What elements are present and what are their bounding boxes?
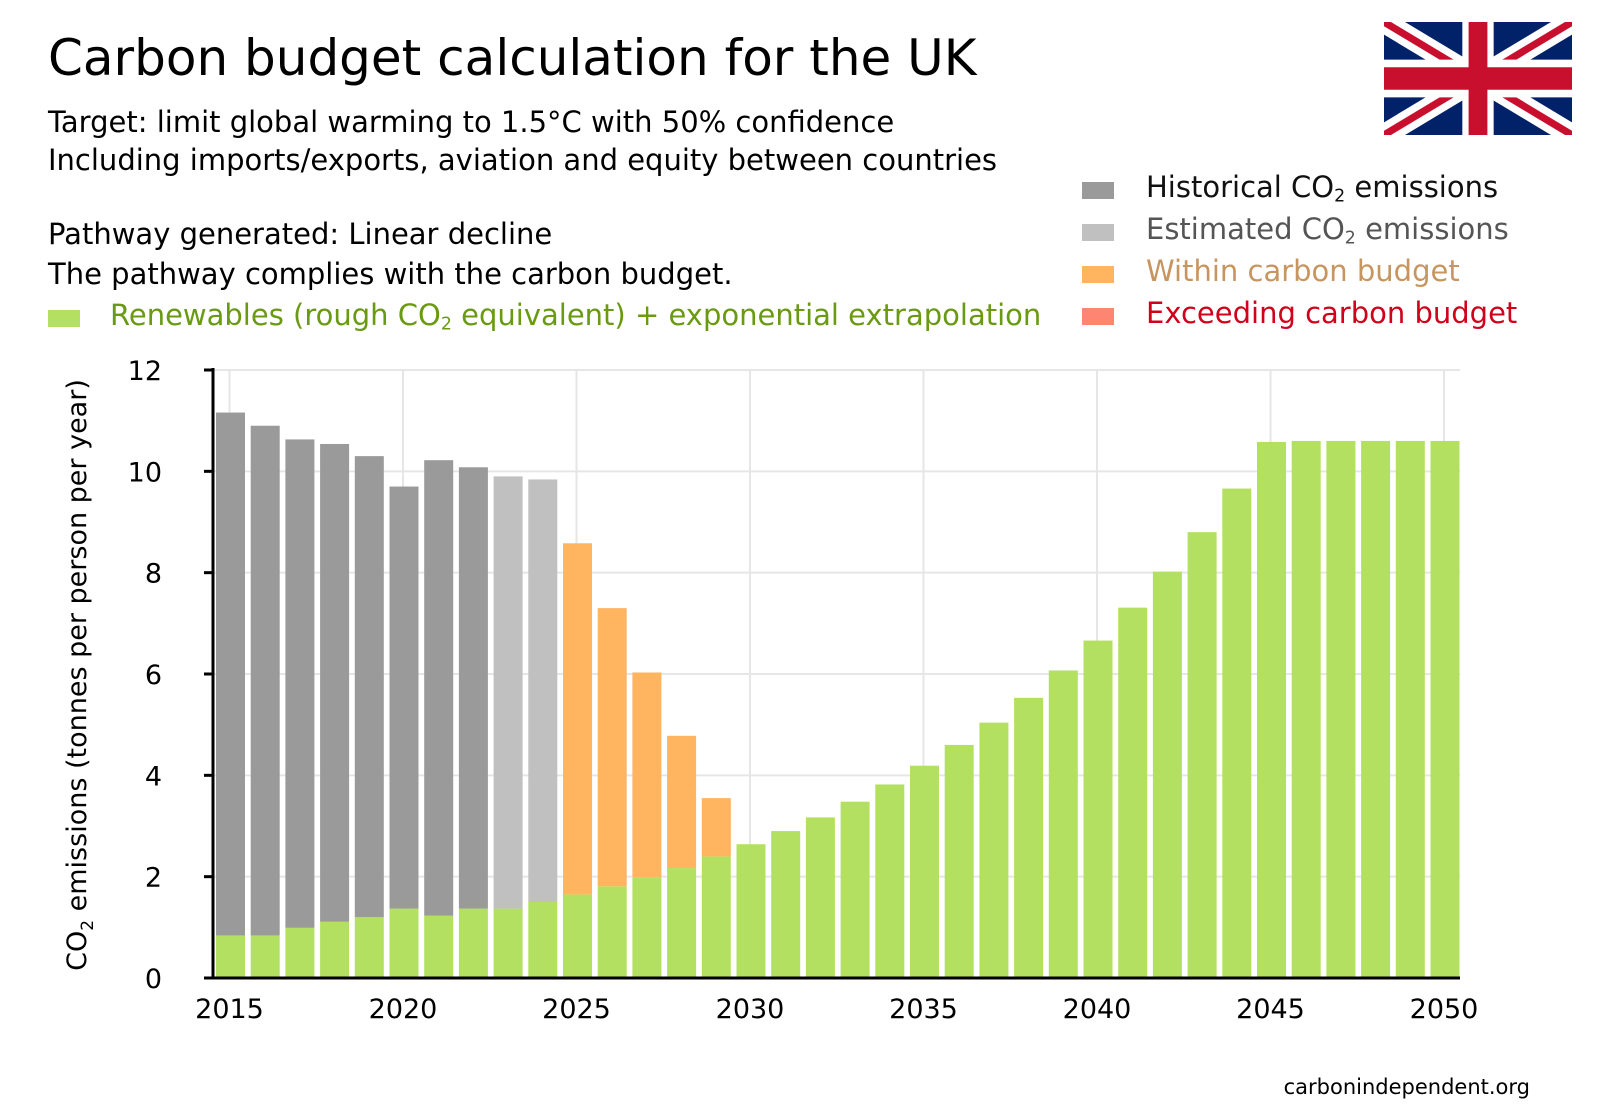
legend-label-exceeding: Exceeding carbon budget <box>1146 296 1518 330</box>
bar-within-2026 <box>597 608 627 887</box>
bar-renewables-2023 <box>493 908 523 978</box>
bar-renewables-2046 <box>1291 440 1321 978</box>
bar-historical-2017 <box>285 439 315 928</box>
legend-label-estimated: Estimated CO2 emissions <box>1146 212 1509 249</box>
bar-renewables-2033 <box>840 801 870 978</box>
pathway-type: Pathway generated: Linear decline <box>48 217 553 251</box>
x-tick-label-2020: 2020 <box>369 994 438 1025</box>
bar-renewables-2032 <box>805 817 835 978</box>
x-tick-label-2050: 2050 <box>1410 994 1479 1025</box>
legend-swatch-exceeding <box>1082 308 1114 325</box>
legend-swatch-historical <box>1082 182 1114 199</box>
bar-renewables-2044 <box>1222 488 1252 978</box>
bar-renewables-2048 <box>1361 440 1391 978</box>
bar-within-2027 <box>632 672 662 878</box>
source-credit: carbonindependent.org <box>1283 1075 1530 1099</box>
bar-renewables-2029 <box>701 856 731 978</box>
bar-renewables-2037 <box>979 722 1009 978</box>
bar-renewables-2028 <box>667 868 697 978</box>
bar-historical-2021 <box>424 460 454 916</box>
bar-renewables-2049 <box>1395 440 1425 978</box>
bar-renewables-2020 <box>389 908 419 978</box>
y-tick-label-6: 6 <box>145 660 162 691</box>
y-tick-label-10: 10 <box>128 457 162 488</box>
bar-renewables-2019 <box>354 917 384 978</box>
bar-renewables-2024 <box>528 902 558 978</box>
bar-renewables-2027 <box>632 877 662 978</box>
legend-swatch-within <box>1082 266 1114 283</box>
bar-renewables-2022 <box>458 908 488 978</box>
uk-flag-icon <box>1384 22 1572 135</box>
bar-historical-2022 <box>458 467 488 909</box>
bar-renewables-2015 <box>216 935 245 978</box>
bar-renewables-2043 <box>1187 532 1217 978</box>
bar-historical-2016 <box>250 425 280 936</box>
bar-within-2029 <box>701 798 731 857</box>
legend-label-within: Within carbon budget <box>1146 254 1460 288</box>
bar-renewables-2031 <box>771 831 801 978</box>
bar-within-2025 <box>563 543 592 895</box>
bar-renewables-2045 <box>1257 441 1286 978</box>
bar-historical-2018 <box>320 443 350 922</box>
bar-historical-2015 <box>216 412 245 936</box>
bar-renewables-2021 <box>424 915 454 978</box>
y-tick-label-8: 8 <box>145 559 162 590</box>
bar-renewables-2030 <box>736 844 766 978</box>
bar-renewables-2040 <box>1083 640 1113 978</box>
x-tick-label-2015: 2015 <box>195 994 264 1025</box>
bar-renewables-2039 <box>1048 670 1078 978</box>
y-tick-label-0: 0 <box>145 964 162 995</box>
bar-estimated-2024 <box>528 479 558 902</box>
bar-within-2028 <box>667 735 697 869</box>
legend-label-renewables: Renewables (rough CO2 equivalent) + expo… <box>110 298 1042 335</box>
bar-renewables-2036 <box>944 744 974 978</box>
bar-renewables-2016 <box>250 935 280 978</box>
x-tick-label-2030: 2030 <box>716 994 785 1025</box>
bar-historical-2019 <box>354 456 384 918</box>
bar-renewables-2017 <box>285 927 315 978</box>
legend-swatch-renewables <box>48 310 80 327</box>
legend-swatch-estimated <box>1082 224 1114 241</box>
y-tick-label-4: 4 <box>145 761 162 792</box>
bar-renewables-2042 <box>1152 571 1182 978</box>
x-tick-label-2025: 2025 <box>542 994 611 1025</box>
bar-estimated-2023 <box>493 476 523 909</box>
x-tick-label-2040: 2040 <box>1063 994 1132 1025</box>
x-tick-label-2045: 2045 <box>1236 994 1305 1025</box>
legend-label-historical: Historical CO2 emissions <box>1146 170 1499 207</box>
y-tick-label-2: 2 <box>145 863 162 894</box>
chart-title: Carbon budget calculation for the UK <box>48 29 977 87</box>
bar-historical-2020 <box>389 486 419 909</box>
bar-renewables-2050 <box>1430 440 1460 978</box>
bar-renewables-2041 <box>1118 607 1148 978</box>
bar-renewables-2047 <box>1326 440 1356 978</box>
bar-renewables-2025 <box>563 894 592 978</box>
subtitle-target: Target: limit global warming to 1.5°C wi… <box>48 105 895 139</box>
bar-renewables-2038 <box>1014 697 1044 978</box>
y-tick-label-12: 12 <box>128 356 162 387</box>
bar-renewables-2034 <box>875 784 905 978</box>
bar-renewables-2035 <box>910 765 939 978</box>
x-tick-label-2035: 2035 <box>889 994 958 1025</box>
subtitle-scope: Including imports/exports, aviation and … <box>48 143 998 177</box>
y-axis-label: CO2 emissions (tonnes per person per yea… <box>62 379 98 971</box>
bar-renewables-2018 <box>320 921 350 978</box>
pathway-compliance: The pathway complies with the carbon bud… <box>48 257 733 291</box>
bar-renewables-2026 <box>597 886 627 978</box>
